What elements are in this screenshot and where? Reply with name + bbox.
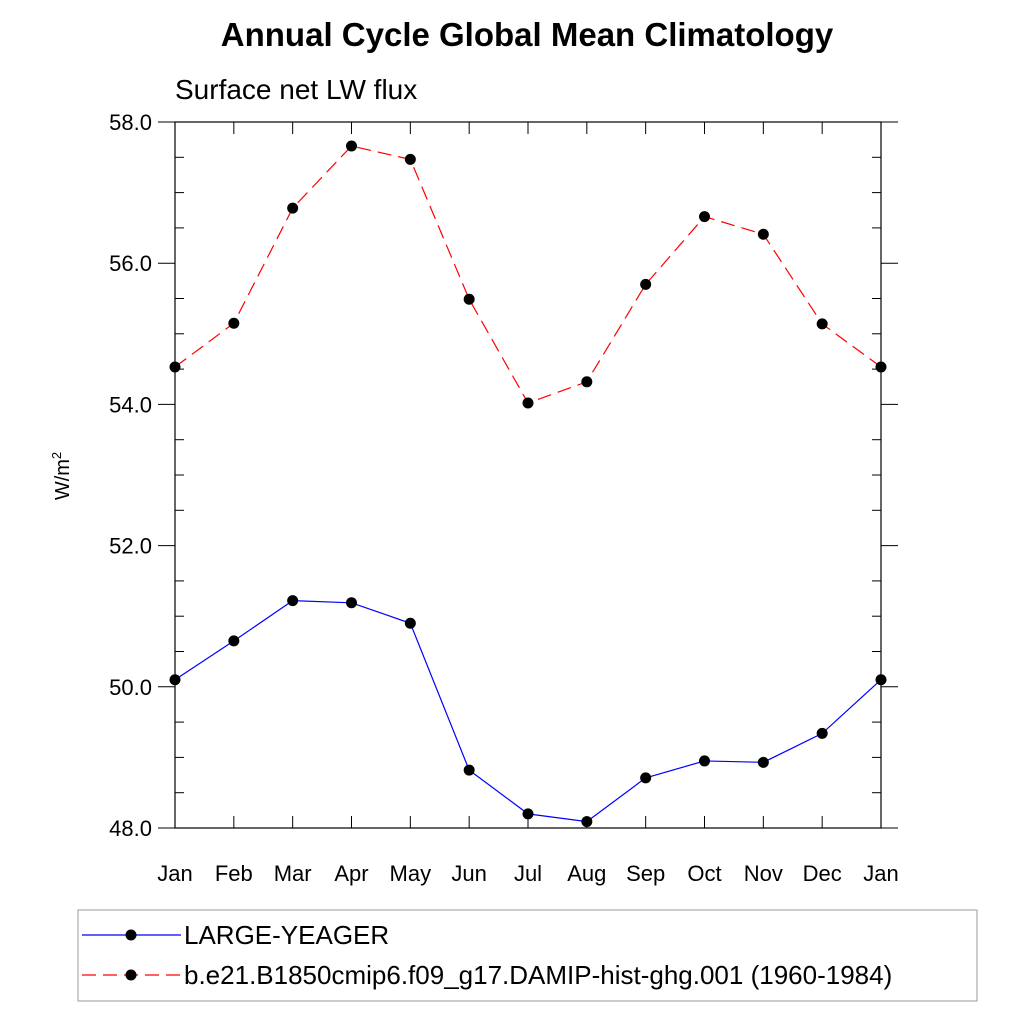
x-tick-label-may-4: May [390,861,432,886]
y-tick-label-50-0: 50.0 [109,675,152,700]
chart-title: Annual Cycle Global Mean Climatology [221,16,834,53]
x-tick-label-jan-0: Jan [157,861,192,886]
y-axis-label: W/m2 [49,452,74,500]
series-line-1 [174,145,882,404]
x-tick-label-dec-11: Dec [803,861,842,886]
x-tick-label-feb-1: Feb [215,861,253,886]
x-tick-label-aug-7: Aug [567,861,606,886]
y-tick-label-58-0: 58.0 [109,110,152,135]
series-0-point-8 [640,772,652,784]
x-tick-label-oct-9: Oct [687,861,721,886]
series-1-point-11 [816,318,828,330]
legend-entry-large-yeager: LARGE-YEAGER [82,920,389,950]
legend-label-large-yeager: LARGE-YEAGER [184,920,389,950]
series-1-point-6 [522,397,534,409]
series-0-point-5 [463,764,475,776]
x-tick-label-jan-12: Jan [863,861,898,886]
series-0-point-7 [581,816,593,828]
y-tick-label-52-0: 52.0 [109,534,152,559]
series-1-point-3 [346,140,357,152]
series-0-point-1 [228,635,240,647]
plot-area: Jan Feb Mar Apr May Jun Jul Aug Sep Oct Nov Dec Jan4… [109,110,899,886]
x-tick-label-mar-2: Mar [274,861,312,886]
y-tick-label-54-0: 54.0 [109,392,152,417]
legend-entry-damip-hist-ghg: b.e21.B1850cmip6.f09_g17.DAMIP-hist-ghg.… [82,960,892,990]
series-1-point-1 [228,317,240,329]
series-0-point-10 [757,756,769,768]
legend: LARGE-YEAGER b.e21.B1850cmip6.f09_g17.DA… [77,909,978,1002]
legend-box [77,909,978,1002]
series-0-point-2 [287,595,299,607]
series-1-point-10 [757,228,769,240]
series-0-point-11 [816,727,828,739]
series-0-point-3 [346,597,357,609]
y-tick-label-56-0: 56.0 [109,251,152,276]
legend-label-damip-hist-ghg: b.e21.B1850cmip6.f09_g17.DAMIP-hist-ghg.… [184,960,892,990]
x-tick-label-nov-10: Nov [744,861,783,886]
y-axis-label-superscript: 2 [49,452,64,459]
series-1-point-2 [287,202,299,214]
y-tick-label-48-0: 48.0 [109,816,152,841]
series-1-point-7 [581,376,593,388]
series-1-point-8 [640,278,652,290]
x-tick-label-sep-8: Sep [626,861,665,886]
series-1-point-9 [699,211,710,223]
series-0-point-6 [522,808,534,820]
chart-subtitle: Surface net LW flux [175,74,417,105]
x-tick-label-jul-6: Jul [514,861,542,886]
legend-swatch-marker-large-yeager [125,929,137,941]
series-line-0 [174,600,882,823]
x-tick-label-jun-5: Jun [451,861,486,886]
legend-swatch-marker-damip-hist-ghg [125,969,137,981]
x-tick-label-apr-3: Apr [334,861,368,886]
series-0-point-4 [404,617,416,629]
plot-frame [174,121,882,829]
series-1-point-4 [404,153,416,165]
series-1-point-5 [463,293,475,305]
series-0-point-9 [699,755,710,767]
